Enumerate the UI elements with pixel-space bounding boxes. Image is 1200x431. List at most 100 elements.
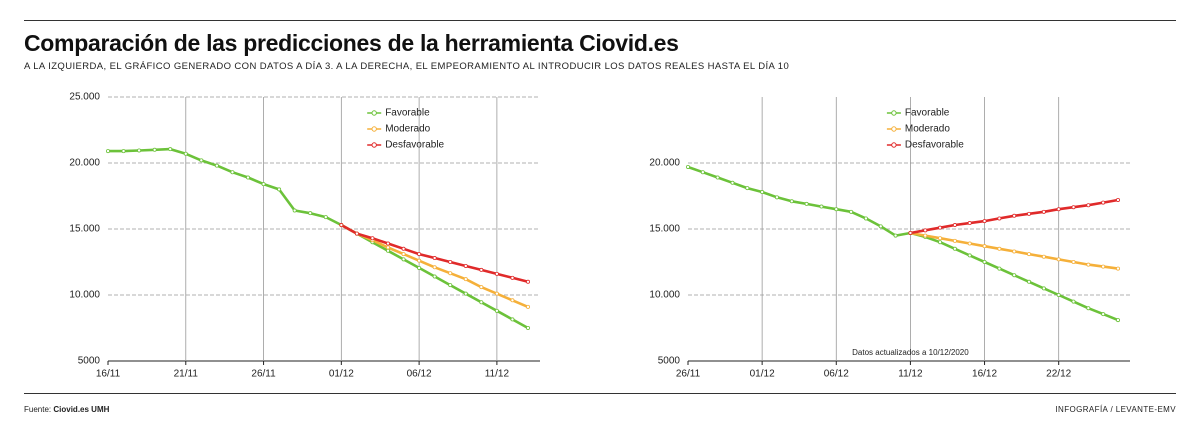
y-tick-label: 20.000 xyxy=(649,158,680,169)
data-point xyxy=(1116,318,1121,323)
data-point xyxy=(819,204,824,209)
data-point xyxy=(137,148,142,153)
data-point xyxy=(479,300,484,305)
data-point xyxy=(385,248,390,253)
data-point xyxy=(863,216,868,221)
data-point xyxy=(893,233,898,238)
y-tick-label: 10.000 xyxy=(649,290,680,301)
data-point xyxy=(923,233,928,238)
data-point xyxy=(432,256,437,261)
y-tick-label: 5000 xyxy=(658,356,681,367)
y-tick-label: 15.000 xyxy=(69,224,100,235)
x-tick-label: 21/11 xyxy=(174,369,199,380)
x-tick-label: 26/11 xyxy=(676,369,701,380)
annotation: Datos actualizados a 10/12/2020 xyxy=(852,348,969,357)
y-tick-label: 20.000 xyxy=(69,158,100,169)
data-point xyxy=(121,149,126,154)
x-tick-label: 06/12 xyxy=(824,369,849,380)
data-point xyxy=(1116,197,1121,202)
data-point xyxy=(417,252,422,257)
data-point xyxy=(760,190,765,195)
data-point xyxy=(510,298,515,303)
data-point xyxy=(789,199,794,204)
source-name: Ciovid.es UMH xyxy=(53,405,110,414)
data-point xyxy=(1012,273,1017,278)
legend-marker xyxy=(371,142,377,148)
data-point xyxy=(214,163,219,168)
data-point xyxy=(1012,213,1017,218)
data-point xyxy=(1101,200,1106,205)
data-point xyxy=(952,238,957,243)
data-point xyxy=(878,224,883,229)
data-point xyxy=(199,158,204,163)
data-point xyxy=(494,308,499,313)
x-tick-label: 11/12 xyxy=(898,369,923,380)
x-tick-label: 26/11 xyxy=(251,369,276,380)
legend-label: Moderado xyxy=(385,124,430,135)
data-point xyxy=(938,236,943,241)
data-point xyxy=(417,258,422,263)
legend-marker xyxy=(891,142,897,148)
legend-marker xyxy=(371,126,377,132)
y-tick-label: 15.000 xyxy=(649,224,680,235)
data-point xyxy=(1086,306,1091,311)
data-point xyxy=(997,246,1002,251)
data-point xyxy=(938,240,943,245)
y-tick-label: 5000 xyxy=(78,356,101,367)
data-point xyxy=(432,274,437,279)
data-point xyxy=(834,207,839,212)
data-point xyxy=(448,271,453,276)
data-point xyxy=(230,170,235,175)
data-point xyxy=(774,195,779,200)
data-point xyxy=(1056,292,1061,297)
data-point xyxy=(385,245,390,250)
data-point xyxy=(479,285,484,290)
data-point xyxy=(1086,262,1091,267)
data-point xyxy=(463,263,468,268)
data-point xyxy=(997,266,1002,271)
legend-label: Favorable xyxy=(385,108,430,119)
data-point xyxy=(952,246,957,251)
data-point xyxy=(417,265,422,270)
series-line xyxy=(340,223,529,284)
y-tick-label: 10.000 xyxy=(69,290,100,301)
data-point xyxy=(938,225,943,230)
data-point xyxy=(1101,264,1106,269)
data-point xyxy=(292,208,297,213)
data-point xyxy=(339,223,344,228)
y-tick-label: 25.000 xyxy=(69,92,100,103)
data-point xyxy=(152,147,157,152)
data-point xyxy=(479,267,484,272)
data-point xyxy=(354,231,359,236)
data-point xyxy=(463,291,468,296)
data-point xyxy=(401,246,406,251)
data-point xyxy=(967,241,972,246)
data-point xyxy=(967,221,972,226)
data-point xyxy=(1101,312,1106,317)
data-point xyxy=(982,219,987,224)
data-point xyxy=(967,253,972,258)
data-point xyxy=(261,182,266,187)
data-point xyxy=(1041,254,1046,259)
data-point xyxy=(997,216,1002,221)
x-tick-label: 11/12 xyxy=(485,369,510,380)
data-point xyxy=(277,187,282,192)
data-point xyxy=(494,271,499,276)
data-point xyxy=(804,201,809,206)
data-point xyxy=(401,252,406,257)
data-point xyxy=(510,275,515,280)
data-point xyxy=(1041,286,1046,291)
data-point xyxy=(923,228,928,233)
data-point xyxy=(1027,211,1032,216)
bottom-rule xyxy=(24,393,1176,394)
data-point xyxy=(323,215,328,220)
data-point xyxy=(106,149,111,154)
source: Fuente: Ciovid.es UMH xyxy=(24,405,109,414)
x-tick-label: 16/12 xyxy=(972,369,997,380)
top-rule xyxy=(24,20,1176,21)
data-point xyxy=(245,175,250,180)
data-point xyxy=(308,211,313,216)
data-point xyxy=(849,209,854,214)
data-point xyxy=(385,241,390,246)
